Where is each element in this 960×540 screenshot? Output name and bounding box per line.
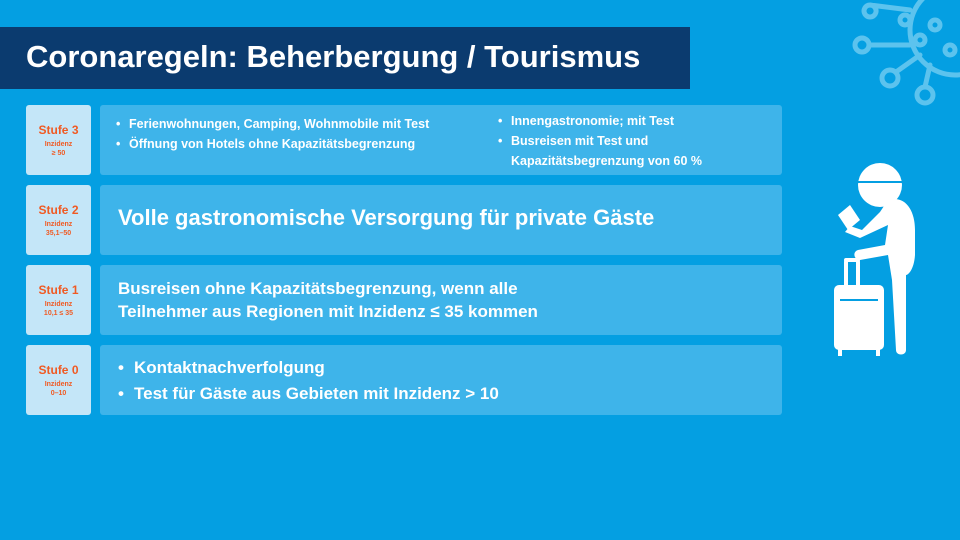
incidence-label: Inzidenz — [44, 381, 73, 388]
rules-panel: Kontaktnachverfolgung Test für Gäste aus… — [100, 345, 782, 415]
virus-icon — [852, 0, 960, 106]
level-label: Stufe 1 Inzidenz 10,1 ≤ 35 — [26, 265, 91, 335]
row-stufe-1: Stufe 1 Inzidenz 10,1 ≤ 35 Busreisen ohne … — [26, 265, 782, 335]
rules-panel: Busreisen ohne Kapazitätsbegrenzung, wen… — [100, 265, 782, 335]
rule-item: Ferienwohnungen, Camping, Wohnmobile mit… — [116, 114, 429, 134]
rules-list: Innengastronomie; mit Test Busreisen mit… — [498, 111, 758, 171]
level-label: Stufe 3 Inzidenz ≥ 50 — [26, 105, 91, 175]
incidence-label: Inzidenz — [44, 141, 73, 148]
level-label: Stufe 2 Inzidenz 35,1–50 — [26, 185, 91, 255]
row-stufe-2: Stufe 2 Inzidenz 35,1–50 Volle gastronomis… — [26, 185, 782, 255]
page-title: Coronaregeln: Beherbergung / Tourismus — [0, 27, 690, 89]
incidence-range: 35,1–50 — [45, 230, 72, 237]
level-name: Stufe 1 — [38, 283, 79, 297]
rules-panel: Volle gastronomische Versorgung für priv… — [100, 185, 782, 255]
row-stufe-0: Stufe 0 Inzidenz 0–10 Kontaktnachverfolgun… — [26, 345, 782, 415]
traveler-with-suitcase-icon — [834, 163, 915, 356]
row-stufe-3: Stufe 3 Inzidenz ≥ 50 Ferienwohnungen, Cam… — [26, 105, 782, 175]
rule-item: Busreisen mit Test und Kapazitätsbegrenz… — [498, 131, 758, 171]
level-name: Stufe 0 — [38, 363, 79, 377]
level-name: Stufe 2 — [38, 203, 79, 217]
level-name: Stufe 3 — [38, 123, 79, 137]
incidence-range: ≥ 50 — [51, 150, 66, 157]
rule-item: Öffnung von Hotels ohne Kapazitätsbegren… — [116, 134, 429, 154]
rules-list: Kontaktnachverfolgung Test für Gäste aus… — [100, 345, 782, 407]
incidence-range: 10,1 ≤ 35 — [43, 310, 74, 317]
rule-item: Test für Gäste aus Gebieten mit Inzidenz… — [118, 381, 782, 407]
rules-list: Ferienwohnungen, Camping, Wohnmobile mit… — [116, 114, 429, 154]
incidence-range: 0–10 — [50, 390, 67, 397]
incidence-label: Inzidenz — [44, 301, 73, 308]
level-label: Stufe 0 Inzidenz 0–10 — [26, 345, 91, 415]
rules-panel: Ferienwohnungen, Camping, Wohnmobile mit… — [100, 105, 782, 175]
rule-item: Innengastronomie; mit Test — [498, 111, 758, 131]
incidence-label: Inzidenz — [44, 221, 73, 228]
rule-item: Kontaktnachverfolgung — [118, 355, 782, 381]
